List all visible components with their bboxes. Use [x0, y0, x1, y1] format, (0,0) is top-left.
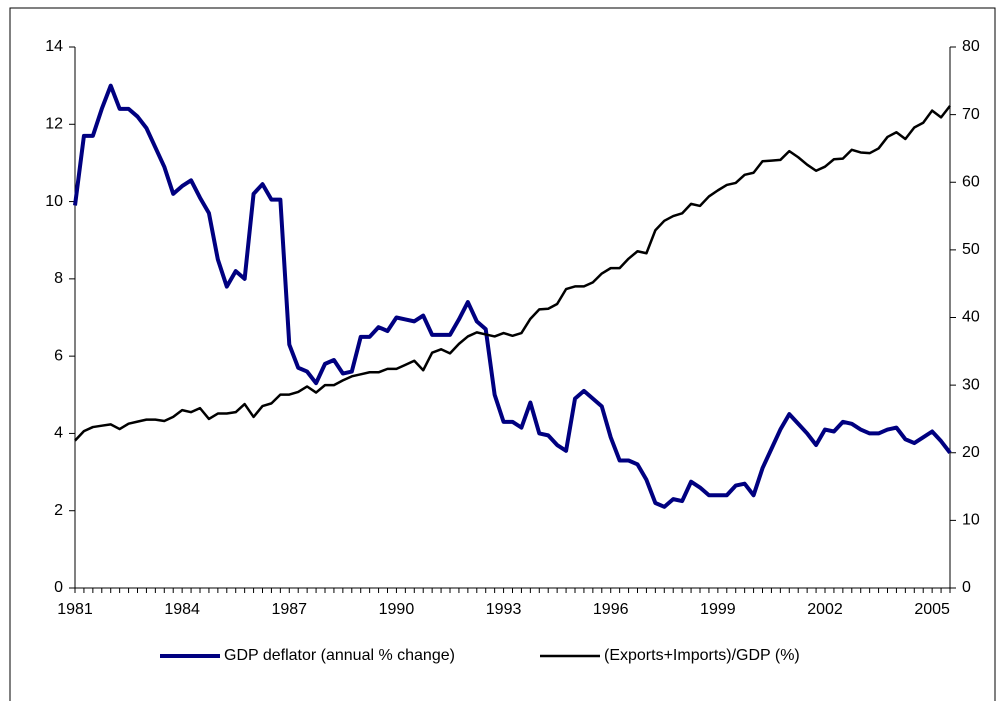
y2-tick-label: 20 — [962, 444, 980, 461]
x-tick-label: 1984 — [164, 601, 200, 618]
y2-tick-label: 30 — [962, 376, 980, 393]
y2-tick-label: 10 — [962, 512, 980, 529]
y2-tick-label: 60 — [962, 173, 980, 190]
y2-tick-label: 70 — [962, 106, 980, 123]
y-tick-label: 12 — [45, 116, 63, 133]
x-tick-label: 1996 — [593, 601, 629, 618]
y-tick-label: 4 — [54, 425, 63, 442]
x-tick-label: 1993 — [486, 601, 522, 618]
y-tick-label: 10 — [45, 193, 63, 210]
x-tick-label: 2002 — [807, 601, 843, 618]
y-tick-label: 6 — [54, 347, 63, 364]
y-tick-label: 8 — [54, 270, 63, 287]
legend-label: GDP deflator (annual % change) — [224, 647, 455, 664]
y-tick-label: 2 — [54, 502, 63, 519]
x-tick-label: 1999 — [700, 601, 736, 618]
legend-label: (Exports+Imports)/GDP (%) — [604, 647, 800, 664]
x-tick-label: 1990 — [379, 601, 415, 618]
y2-tick-label: 50 — [962, 241, 980, 258]
y2-tick-label: 0 — [962, 579, 971, 596]
chart-border — [9, 7, 996, 701]
y-tick-label: 14 — [45, 38, 63, 55]
x-tick-label: 1987 — [271, 601, 307, 618]
y2-tick-label: 40 — [962, 309, 980, 326]
series-line — [74, 105, 951, 442]
x-tick-label: 1981 — [57, 601, 93, 618]
x-tick-label: 2005 — [914, 601, 950, 618]
series-line — [73, 83, 952, 509]
y-tick-label: 0 — [54, 579, 63, 596]
y2-tick-label: 80 — [962, 38, 980, 55]
